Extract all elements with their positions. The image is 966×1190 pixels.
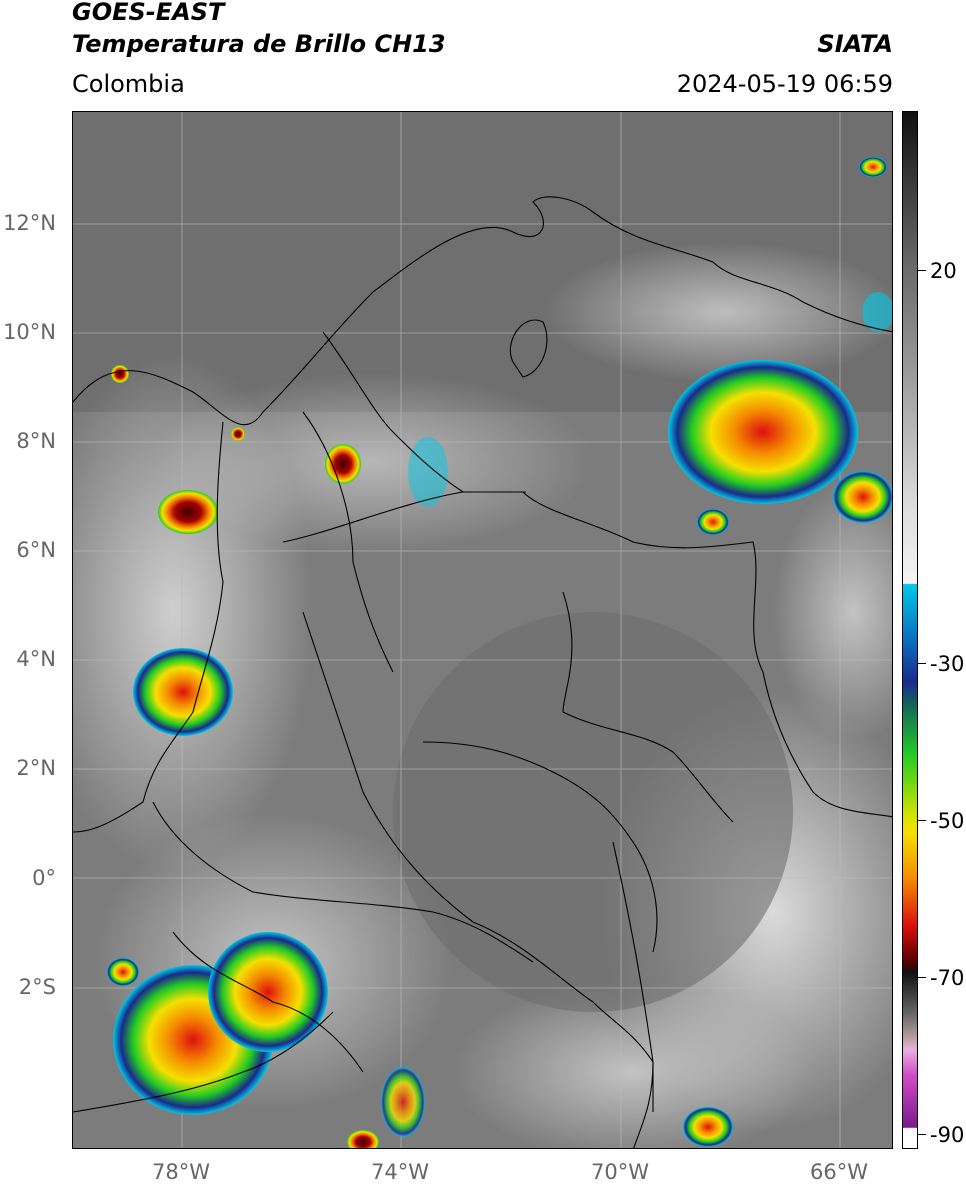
colorbar-tick <box>918 1134 926 1135</box>
colorbar-tick <box>918 977 926 978</box>
colorbar <box>902 111 918 1149</box>
lon-label-70w: 70°W <box>591 1160 649 1184</box>
lon-label-78w: 78°W <box>152 1160 210 1184</box>
borders <box>73 196 892 1148</box>
storm-cells <box>107 157 892 1148</box>
colorbar-label-minus90: -90 <box>930 1123 965 1147</box>
colorbar-tick <box>918 270 926 271</box>
colorbar-label-minus50: -50 <box>930 809 965 833</box>
lat-label-2n: 2°N <box>16 756 56 780</box>
lon-label-66w: 66°W <box>810 1160 868 1184</box>
lat-label-6n: 6°N <box>16 538 56 562</box>
lon-label-74w: 74°W <box>371 1160 429 1184</box>
region-label: Colombia <box>72 70 185 98</box>
satellite-title: GOES-EAST <box>72 0 225 26</box>
lat-label-2s: 2°S <box>18 975 56 999</box>
lat-label-10n: 10°N <box>3 320 56 344</box>
satellite-map[interactable] <box>72 111 893 1149</box>
lat-label-4n: 4°N <box>16 647 56 671</box>
colorbar-tick <box>918 820 926 821</box>
datetime-label: 2024-05-19 06:59 <box>676 70 893 98</box>
organization-label: SIATA <box>817 30 893 58</box>
colorbar-label-minus70: -70 <box>930 966 965 990</box>
colorbar-label-minus30: -30 <box>930 652 965 676</box>
lat-label-12n: 12°N <box>3 211 56 235</box>
colorbar-label-20: 20 <box>930 259 957 283</box>
lat-label-0: 0° <box>32 866 56 890</box>
product-title: Temperatura de Brillo CH13 <box>72 30 446 58</box>
colorbar-tick <box>918 663 926 664</box>
lat-label-8n: 8°N <box>16 429 56 453</box>
